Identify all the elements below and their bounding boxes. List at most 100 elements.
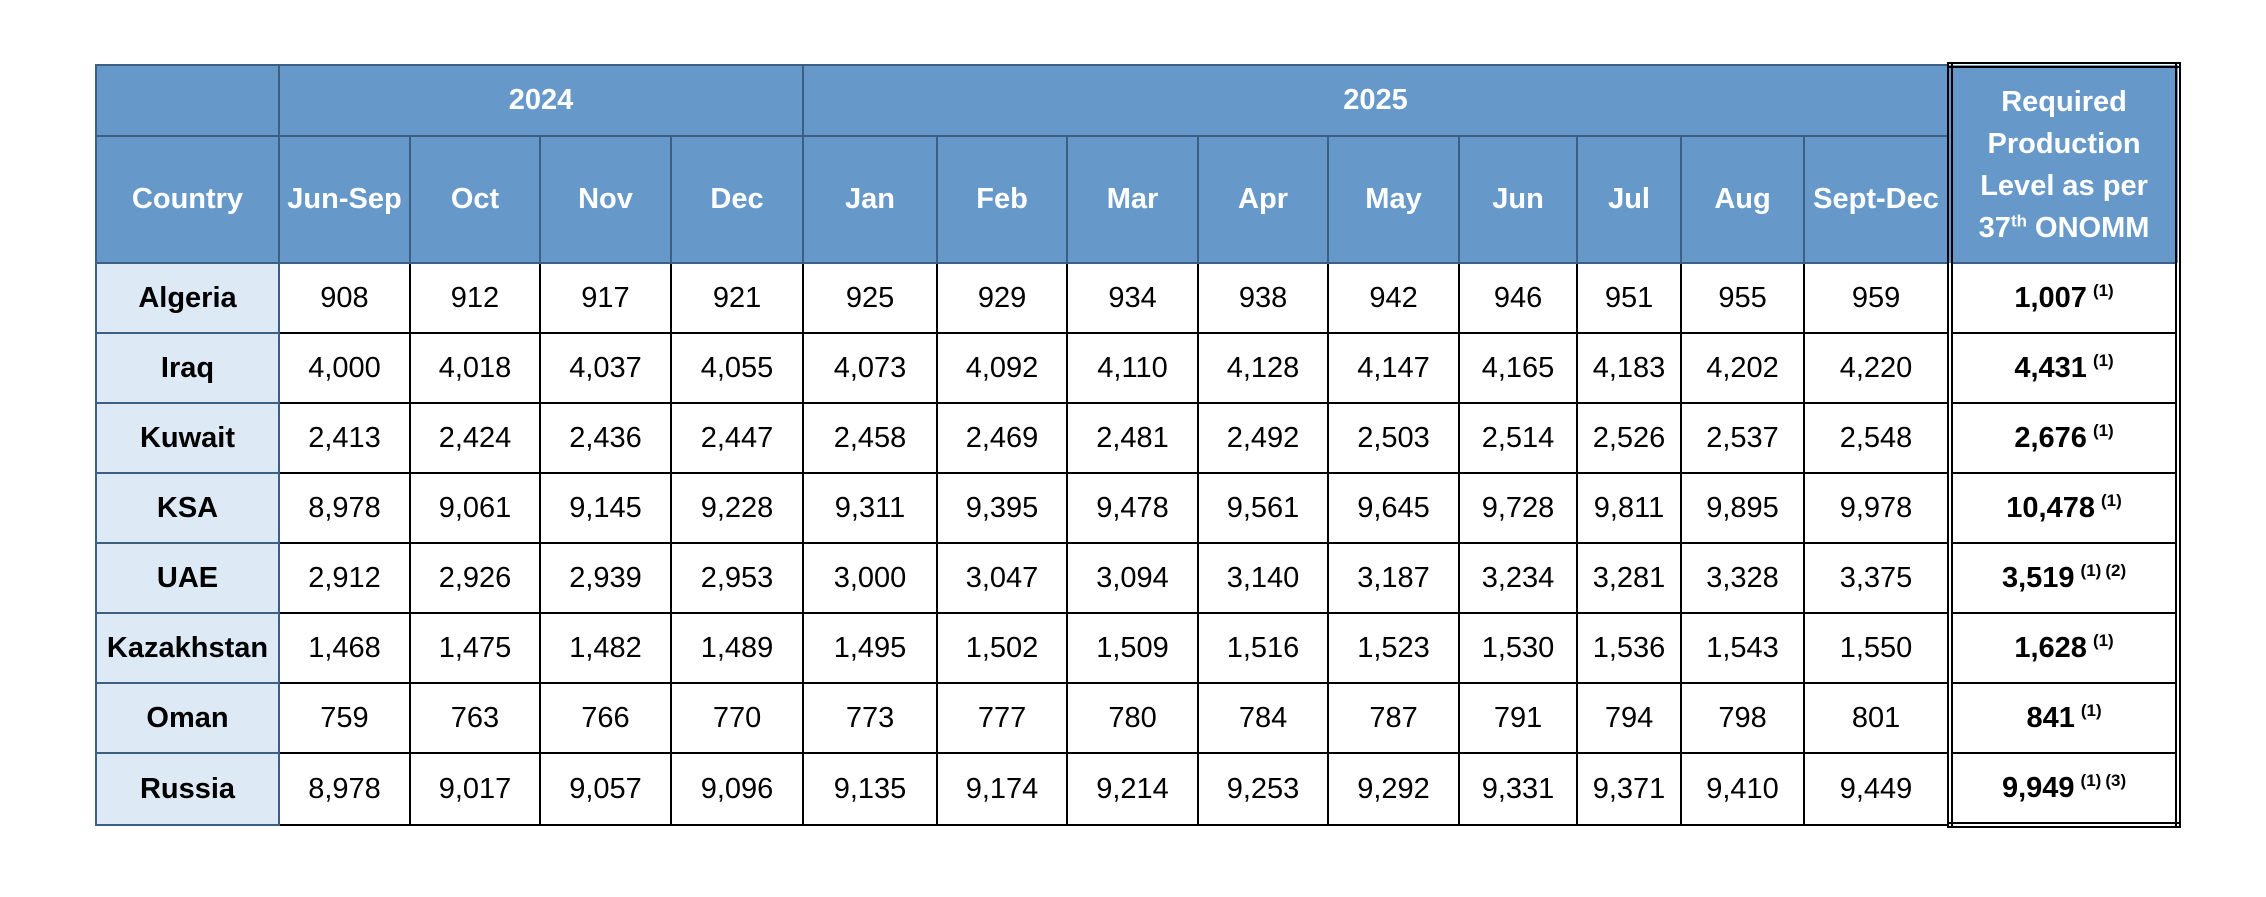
- value-cell: 763: [409, 682, 541, 754]
- value-cell: 9,145: [539, 472, 672, 544]
- required-level-cell: 1,628 (1): [1947, 612, 2182, 684]
- value-cell: 2,503: [1327, 402, 1461, 474]
- value-cell: 3,375: [1803, 542, 1952, 614]
- table-row: Algeria 908 912 917 921 925 929 934 938 942 946 951…: [95, 262, 2182, 334]
- country-cell: Oman: [95, 682, 280, 754]
- value-cell: 777: [936, 682, 1069, 754]
- required-level-cell: 841 (1): [1947, 682, 2182, 754]
- value-cell: 4,147: [1327, 332, 1461, 404]
- value-cell: 1,530: [1458, 612, 1579, 684]
- value-cell: 3,047: [936, 542, 1069, 614]
- required-value: 10,478: [2006, 491, 2095, 524]
- footnote-marker: (1): [2092, 350, 2114, 370]
- footnote-markers: (1) (2): [2081, 561, 2127, 580]
- table-row: Kuwait 2,413 2,424 2,436 2,447 2,458 2,469 2,48…: [95, 402, 2182, 474]
- required-value: 4,431: [2014, 351, 2087, 384]
- month-header: Feb: [936, 135, 1069, 264]
- value-cell: 9,228: [669, 472, 805, 544]
- value-cell: 1,468: [278, 612, 411, 684]
- value-cell: 8,978: [278, 472, 411, 544]
- value-cell: 9,645: [1327, 472, 1461, 544]
- value-cell: 9,135: [802, 752, 939, 826]
- footnote-marker: (1): [2080, 560, 2102, 580]
- value-cell: 1,495: [802, 612, 939, 684]
- value-cell: 2,413: [278, 402, 411, 474]
- value-cell: 9,174: [936, 752, 1069, 826]
- footnote-markers: (1): [2101, 491, 2122, 510]
- value-cell: 1,550: [1803, 612, 1952, 684]
- country-cell: Algeria: [95, 262, 280, 334]
- value-cell: 3,281: [1576, 542, 1683, 614]
- value-cell: 773: [802, 682, 939, 754]
- required-header-line3: Level as per: [1980, 170, 2148, 202]
- value-cell: 4,183: [1576, 332, 1683, 404]
- value-cell: 9,331: [1458, 752, 1579, 826]
- value-cell: 959: [1803, 262, 1952, 334]
- footnote-markers: (1): [2093, 421, 2114, 440]
- value-cell: 784: [1197, 682, 1330, 754]
- value-cell: 9,895: [1680, 472, 1806, 544]
- value-cell: 9,253: [1197, 752, 1330, 826]
- value-cell: 9,811: [1576, 472, 1683, 544]
- footnote-marker: (1): [2080, 770, 2102, 790]
- value-cell: 9,561: [1197, 472, 1330, 544]
- table-row: KSA 8,978 9,061 9,145 9,228 9,311 9,395 9,478 9,…: [95, 472, 2182, 544]
- required-value: 3,519: [2001, 561, 2075, 594]
- country-cell: Russia: [95, 752, 280, 826]
- value-cell: 2,548: [1803, 402, 1952, 474]
- month-header: Jun: [1458, 135, 1579, 264]
- value-cell: 921: [669, 262, 805, 334]
- value-cell: 794: [1576, 682, 1683, 754]
- value-cell: 9,057: [539, 752, 672, 826]
- required-level-header: Required Production Level as per 37th ON…: [1947, 62, 2182, 264]
- required-value: 9,949: [2001, 771, 2075, 804]
- footnote-markers: (1): [2081, 701, 2102, 720]
- value-cell: 917: [539, 262, 672, 334]
- value-cell: 2,912: [278, 542, 411, 614]
- value-cell: 929: [936, 262, 1069, 334]
- value-cell: 9,096: [669, 752, 805, 826]
- value-cell: 780: [1066, 682, 1200, 754]
- required-level-cell: 3,519 (1) (2): [1947, 542, 2182, 614]
- footnote-marker: (1): [2092, 630, 2114, 650]
- required-level-cell: 9,949 (1) (3): [1947, 752, 2182, 828]
- value-cell: 9,292: [1327, 752, 1461, 826]
- value-cell: 955: [1680, 262, 1806, 334]
- value-cell: 798: [1680, 682, 1806, 754]
- required-value: 2,676: [2014, 421, 2087, 454]
- month-header: May: [1327, 135, 1461, 264]
- value-cell: 912: [409, 262, 541, 334]
- value-cell: 9,311: [802, 472, 939, 544]
- table-row: Russia 8,978 9,017 9,057 9,096 9,135 9,174 9,21…: [95, 752, 2182, 828]
- required-header-line2: Production: [1987, 128, 2141, 160]
- value-cell: 4,202: [1680, 332, 1806, 404]
- value-cell: 3,094: [1066, 542, 1200, 614]
- value-cell: 3,187: [1327, 542, 1461, 614]
- value-cell: 938: [1197, 262, 1330, 334]
- country-cell: Kazakhstan: [95, 612, 280, 684]
- required-level-cell: 4,431 (1): [1947, 332, 2182, 404]
- footnote-marker: (3): [2105, 770, 2127, 790]
- value-cell: 3,234: [1458, 542, 1579, 614]
- value-cell: 9,371: [1576, 752, 1683, 826]
- production-table: 2024 2025 Required Production Level as p…: [95, 62, 2182, 828]
- value-cell: 9,978: [1803, 472, 1952, 544]
- value-cell: 8,978: [278, 752, 411, 826]
- value-cell: 4,220: [1803, 332, 1952, 404]
- month-header: Nov: [539, 135, 672, 264]
- value-cell: 4,055: [669, 332, 805, 404]
- required-value: 1,007: [2014, 281, 2087, 314]
- table-body: Algeria 908 912 917 921 925 929 934 938 942 946 951…: [95, 262, 2182, 828]
- value-cell: 770: [669, 682, 805, 754]
- value-cell: 787: [1327, 682, 1461, 754]
- value-cell: 908: [278, 262, 411, 334]
- country-cell: Kuwait: [95, 402, 280, 474]
- value-cell: 4,110: [1066, 332, 1200, 404]
- value-cell: 2,458: [802, 402, 939, 474]
- value-cell: 4,092: [936, 332, 1069, 404]
- value-cell: 9,410: [1680, 752, 1806, 826]
- required-header-line1: Required: [2001, 86, 2127, 118]
- value-cell: 4,165: [1458, 332, 1579, 404]
- value-cell: 4,128: [1197, 332, 1330, 404]
- footnote-markers: (1) (3): [2081, 771, 2127, 790]
